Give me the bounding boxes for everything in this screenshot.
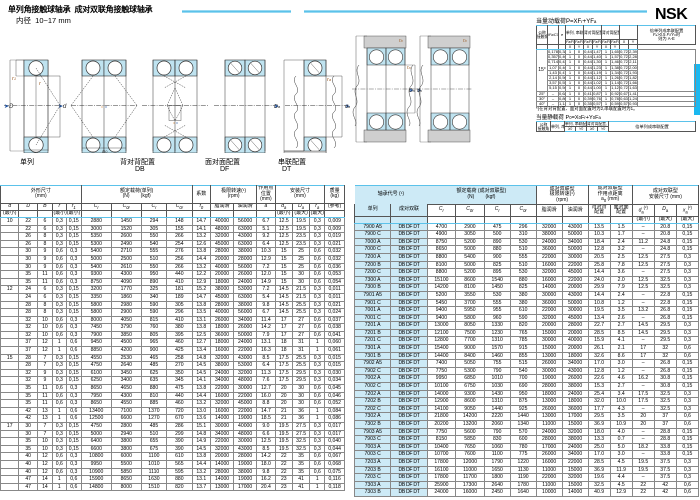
svg-text:a0: a0 <box>102 149 108 153</box>
svg-text:d: d <box>63 104 67 110</box>
svg-text:ra: ra <box>327 77 332 83</box>
svg-text:ra: ra <box>407 65 411 71</box>
svg-text:Da: Da <box>409 88 415 94</box>
svg-text:r: r <box>39 81 42 87</box>
svg-text:D: D <box>9 104 14 110</box>
svg-text:r1: r1 <box>12 76 16 82</box>
svg-text:Da: Da <box>274 104 281 110</box>
svg-text:a: a <box>33 151 36 153</box>
